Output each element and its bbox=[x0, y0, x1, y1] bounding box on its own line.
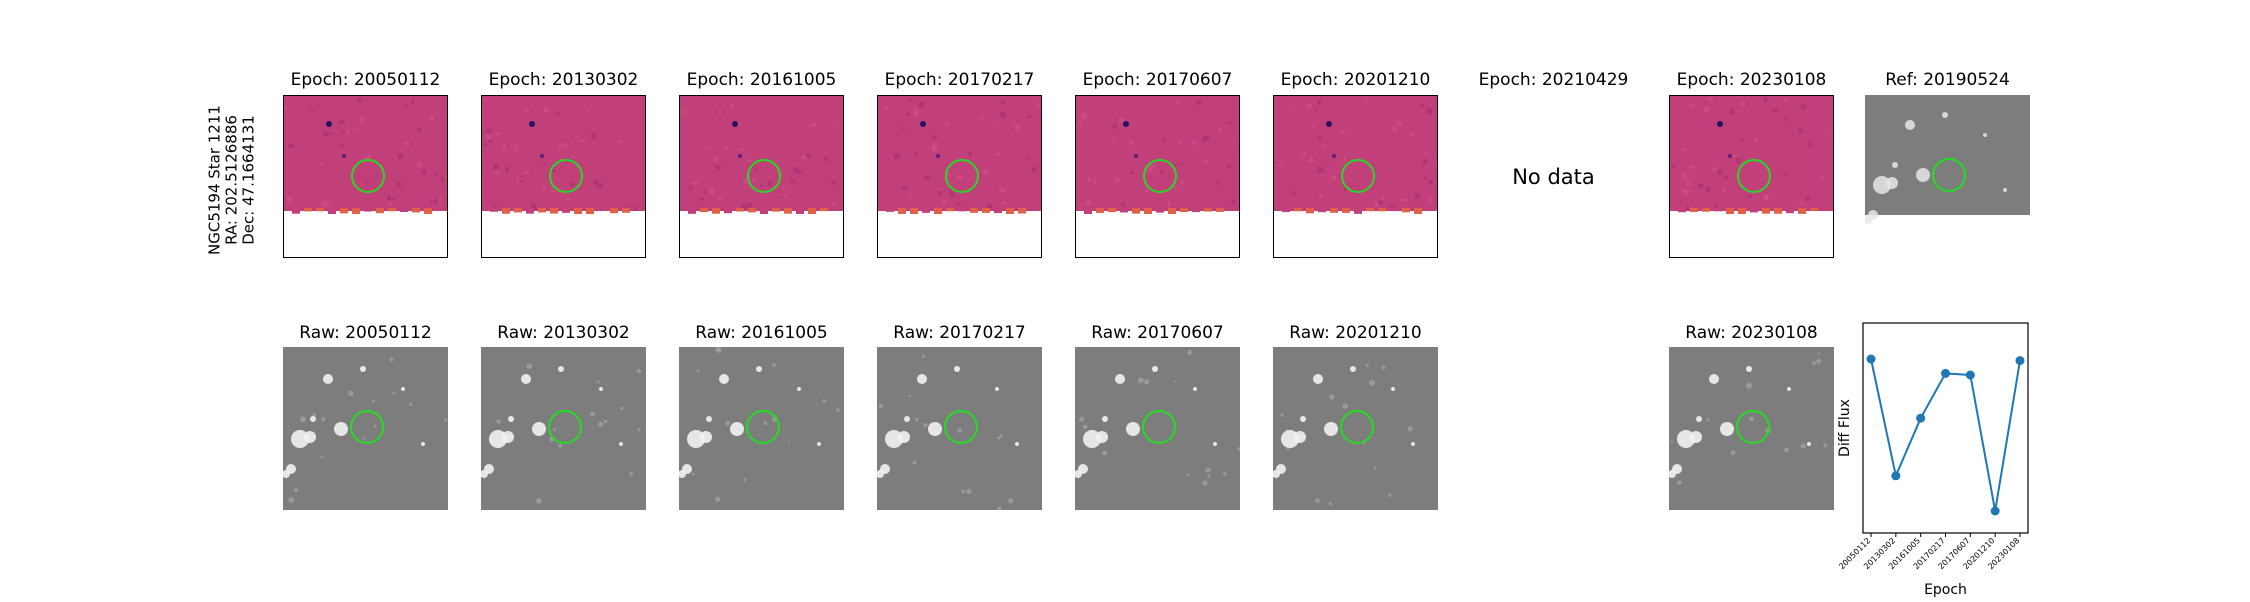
flux-point bbox=[1991, 507, 2000, 516]
panel-title-raw: Raw: 20170607 bbox=[1091, 323, 1224, 343]
panel-title-raw: Raw: 20170217 bbox=[893, 323, 1026, 343]
panel-title-epoch: Epoch: 20230108 bbox=[1677, 70, 1827, 90]
panel-title-epoch: Epoch: 20130302 bbox=[489, 70, 639, 90]
no-data-text: No data bbox=[1512, 165, 1595, 189]
panel-title-epoch: Epoch: 20201210 bbox=[1281, 70, 1431, 90]
difference-image bbox=[679, 95, 844, 258]
difference-image bbox=[283, 95, 448, 258]
flux-point bbox=[2016, 356, 2025, 365]
flux-point bbox=[1966, 371, 1975, 380]
difference-image bbox=[1075, 95, 1240, 258]
difference-image bbox=[1669, 95, 1834, 258]
raw-image bbox=[877, 347, 1042, 510]
flux-point bbox=[1891, 471, 1900, 480]
panel-title-epoch: Epoch: 20210429 bbox=[1479, 70, 1629, 90]
panel-title-epoch: Ref: 20190524 bbox=[1885, 70, 2010, 90]
raw-image bbox=[283, 347, 448, 510]
plot-axes bbox=[1863, 323, 2028, 533]
panel-title-raw: Raw: 20161005 bbox=[695, 323, 828, 343]
raw-image bbox=[481, 347, 646, 510]
difference-image bbox=[877, 95, 1042, 258]
raw-image bbox=[679, 347, 844, 510]
x-axis-label: Epoch bbox=[1924, 582, 1967, 598]
panel-title-epoch: Epoch: 20161005 bbox=[687, 70, 837, 90]
panel-title-epoch: Epoch: 20170607 bbox=[1083, 70, 1233, 90]
raw-image bbox=[1075, 347, 1240, 510]
flux-point bbox=[1916, 414, 1925, 423]
panel-title-raw: Raw: 20201210 bbox=[1289, 323, 1422, 343]
flux-point bbox=[1867, 355, 1876, 364]
flux-point bbox=[1941, 369, 1950, 378]
difference-image bbox=[481, 95, 646, 258]
reference-image bbox=[1865, 95, 2030, 258]
raw-image bbox=[1669, 347, 1834, 510]
diff-flux-plot-svg: 2005011220130302201610052017021720170607… bbox=[1863, 323, 2028, 598]
y-axis-label: Diff Flux bbox=[1837, 399, 1853, 457]
panel-title-epoch: Epoch: 20050112 bbox=[291, 70, 441, 90]
panel-title-epoch: Epoch: 20170217 bbox=[885, 70, 1035, 90]
object-label: NGC5194 Star 1211 RA: 202.5126886 Dec: 4… bbox=[207, 105, 258, 255]
object-dec: Dec: 47.1664131 bbox=[241, 105, 258, 255]
object-ra: RA: 202.5126886 bbox=[224, 105, 241, 255]
difference-image bbox=[1273, 95, 1438, 258]
object-name: NGC5194 Star 1211 bbox=[207, 105, 224, 255]
panel-title-raw: Raw: 20230108 bbox=[1685, 323, 1818, 343]
raw-image bbox=[1273, 347, 1438, 510]
panel-title-raw: Raw: 20050112 bbox=[299, 323, 432, 343]
panel-title-raw: Raw: 20130302 bbox=[497, 323, 630, 343]
